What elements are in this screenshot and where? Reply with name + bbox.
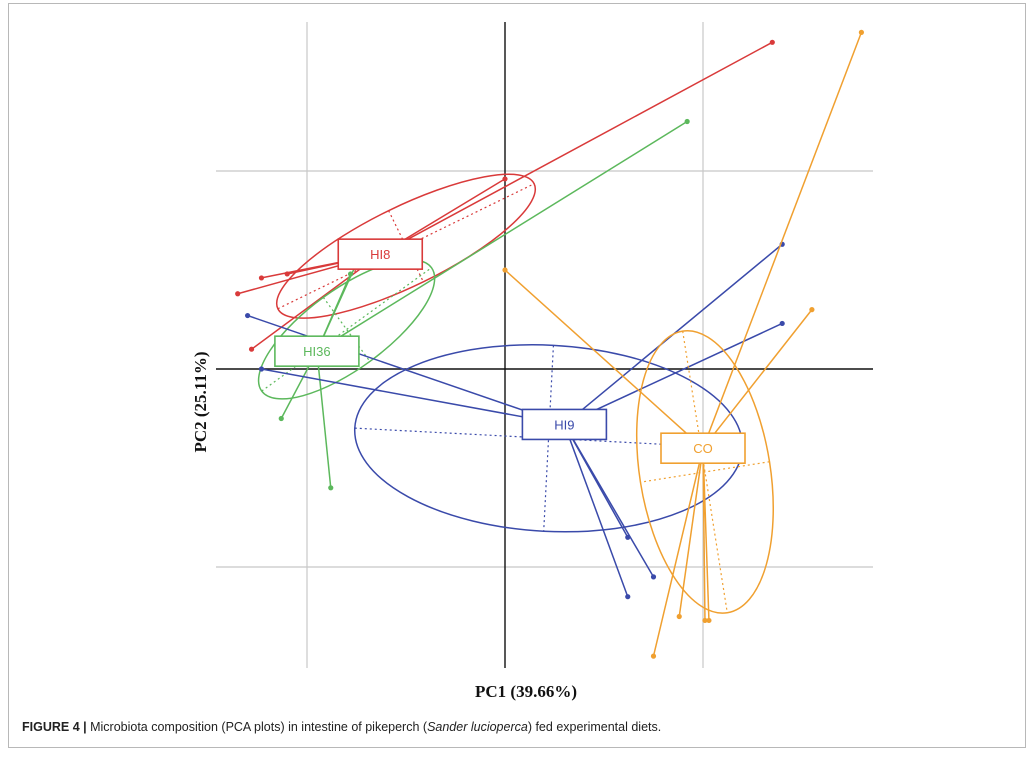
x-axis-label: PC1 (39.66%)	[475, 682, 577, 701]
point-hi8-2	[235, 291, 241, 297]
spoke-hi9-2	[247, 314, 565, 426]
point-hi8-5	[248, 346, 255, 352]
y-axis-label: PC2 (25.11%)	[191, 351, 210, 453]
spoke-co-0	[702, 32, 863, 449]
point-hi8-0	[769, 39, 775, 45]
figure-frame: HI8 HI36 HI9 CO PC1 (39.66%) PC2 (25.11%)	[8, 3, 1026, 748]
spoke-hi9-3	[261, 368, 565, 426]
point-hi36-1	[278, 415, 284, 422]
ellipse-minor-axis-hi8	[388, 210, 424, 283]
figure-label: FIGURE 4 |	[22, 720, 87, 734]
point-hi8-4	[284, 271, 290, 277]
label-box-hi36	[274, 335, 360, 367]
label-hi36: HI36	[303, 344, 330, 359]
label-hi9: HI9	[554, 417, 574, 432]
spoke-hi36-2	[316, 351, 332, 488]
spoke-hi36-0	[316, 120, 688, 352]
spoke-co-5	[702, 448, 706, 621]
pca-plot: HI8 HI36 HI9 CO	[216, 22, 873, 668]
label-box-hi9	[521, 408, 608, 441]
point-co-2	[502, 267, 508, 273]
point-hi8-1	[502, 176, 508, 182]
spoke-hi9-1	[564, 322, 783, 426]
point-hi9-2	[245, 312, 251, 319]
point-co-3	[676, 613, 682, 620]
figure-caption: FIGURE 4 | Microbiota composition (PCA p…	[22, 720, 661, 734]
caption-text-before: Microbiota composition (PCA plots) in in…	[86, 720, 428, 734]
point-co-4	[706, 617, 712, 624]
spoke-hi9-5	[563, 424, 655, 578]
spoke-co-6	[652, 448, 704, 657]
point-hi9-5	[650, 574, 657, 580]
spoke-hi9-6	[563, 424, 629, 597]
label-hi8: HI8	[370, 247, 390, 262]
ellipse-minor-axis-hi36	[322, 297, 371, 362]
spoke-co-2	[504, 269, 704, 449]
spoke-co-1	[702, 309, 813, 449]
point-co-0	[858, 29, 865, 35]
label-box-hi8	[337, 238, 424, 270]
point-hi36-2	[328, 485, 334, 491]
label-co: CO	[693, 441, 713, 456]
point-co-1	[809, 307, 815, 313]
point-hi9-6	[625, 594, 631, 600]
caption-text-after: ) fed experimental diets.	[527, 720, 662, 734]
spoke-co-3	[678, 448, 704, 617]
ellipse-minor-axis-co	[640, 461, 770, 483]
point-hi9-1	[779, 320, 785, 327]
point-co-6	[650, 653, 657, 659]
spoke-hi8-0	[379, 41, 773, 255]
point-hi9-3	[258, 366, 265, 372]
ellipse-minor-axis-hi9	[543, 345, 555, 532]
caption-species: Sander lucioperca	[427, 720, 528, 734]
point-co-5	[702, 617, 708, 624]
point-hi36-0	[684, 118, 690, 125]
label-box-co	[660, 432, 746, 465]
point-hi8-3	[258, 275, 265, 281]
spoke-hi8-5	[251, 253, 381, 350]
